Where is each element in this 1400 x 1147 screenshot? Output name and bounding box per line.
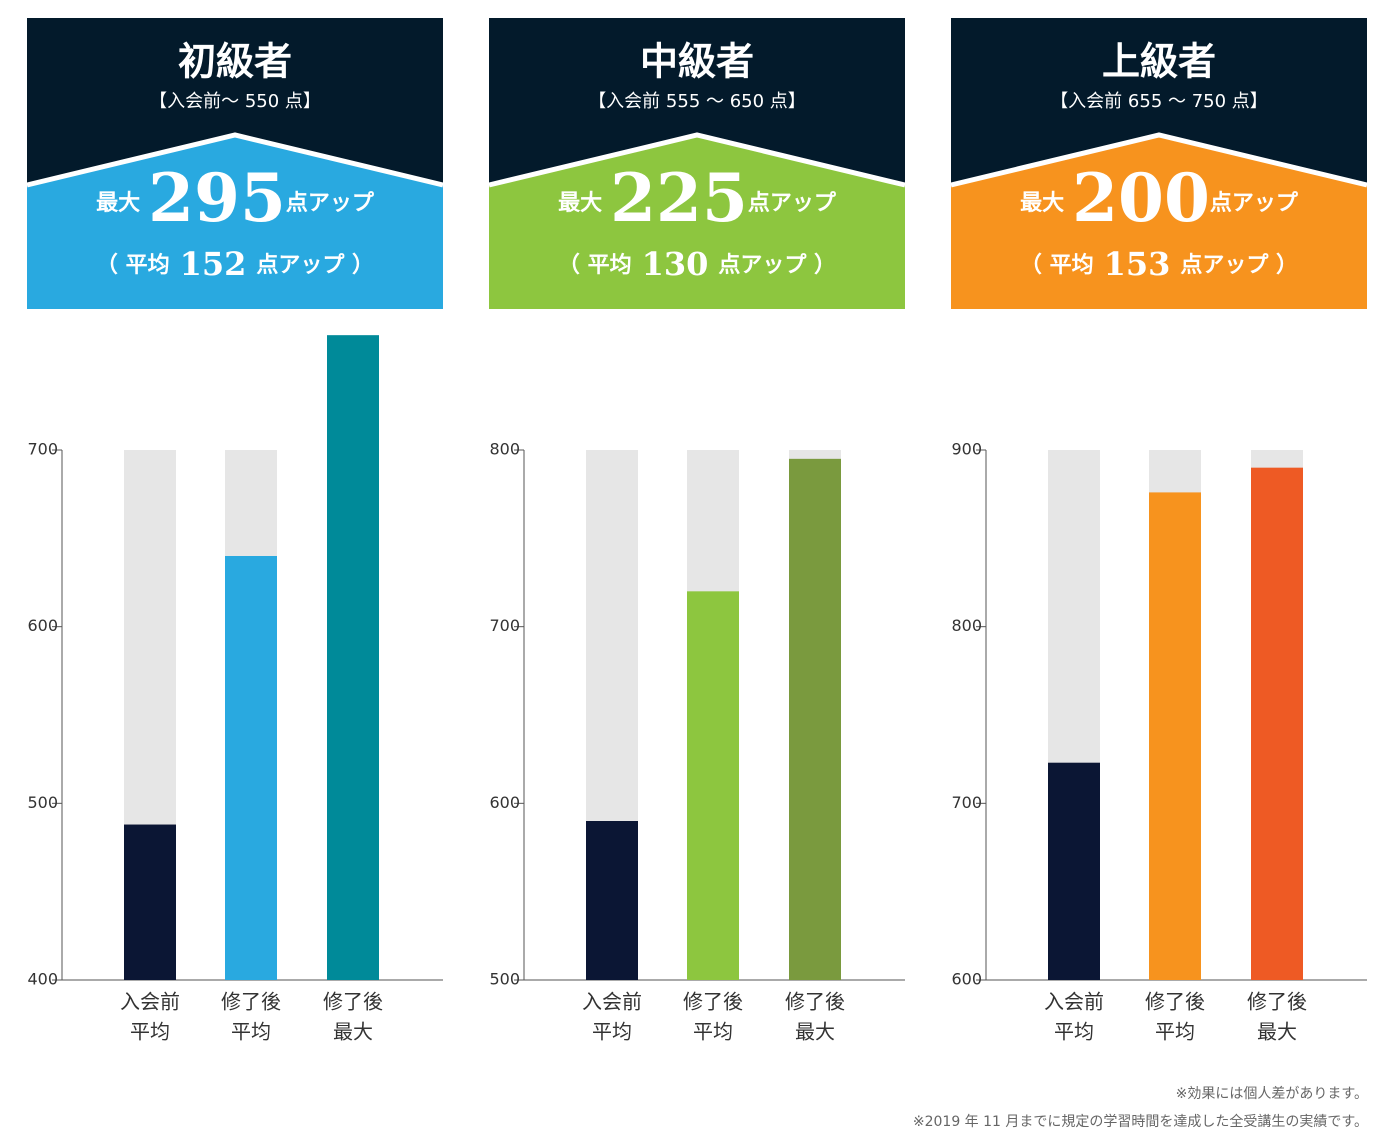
bar xyxy=(586,821,638,980)
header-edge xyxy=(26,132,444,188)
avg-prefix: （ 平均 xyxy=(96,252,170,278)
y-tick-label: 800 xyxy=(489,440,520,459)
bar xyxy=(1048,762,1100,980)
x-tick-label: 修了後 xyxy=(221,990,281,1014)
max-prefix: 最大 xyxy=(96,191,140,216)
x-tick-label: 平均 xyxy=(592,1020,632,1044)
panel-title: 中級者 xyxy=(640,40,754,84)
max-suffix: 点アップ xyxy=(1210,190,1299,216)
x-tick-label: 修了後 xyxy=(1247,990,1307,1014)
y-tick-label: 900 xyxy=(951,440,982,459)
avg-gain-line: （ 平均 153 点アップ ） xyxy=(1020,245,1298,283)
x-tick-label: 入会前 xyxy=(1044,990,1104,1014)
y-tick-label: 500 xyxy=(489,970,520,989)
max-gain: 225 xyxy=(610,159,748,237)
avg-prefix: （ 平均 xyxy=(558,252,632,278)
y-tick-label: 600 xyxy=(27,616,58,635)
x-tick-label: 入会前 xyxy=(120,990,180,1014)
bar xyxy=(1149,492,1201,980)
bar xyxy=(789,458,841,980)
avg-suffix: 点アップ ） xyxy=(1180,252,1298,278)
max-gain-line: 最大 200点アップ xyxy=(1020,159,1299,237)
avg-gain: 152 xyxy=(180,245,247,283)
x-tick-label: 最大 xyxy=(1257,1020,1297,1044)
y-tick-label: 600 xyxy=(951,970,982,989)
avg-suffix: 点アップ ） xyxy=(256,252,374,278)
y-tick-label: 400 xyxy=(27,970,58,989)
header-edge xyxy=(488,132,906,188)
bar xyxy=(327,335,379,981)
avg-gain: 153 xyxy=(1104,245,1171,283)
range-label: 【入会前 655 ～ 750 点】 xyxy=(1050,91,1268,112)
x-tick-label: 入会前 xyxy=(582,990,642,1014)
y-tick-label: 700 xyxy=(27,440,58,459)
x-tick-label: 平均 xyxy=(231,1020,271,1044)
max-gain: 200 xyxy=(1072,159,1210,237)
x-tick-label: 最大 xyxy=(795,1020,835,1044)
bar xyxy=(687,591,739,980)
bar xyxy=(225,556,277,980)
header-card xyxy=(489,135,905,309)
y-tick-label: 500 xyxy=(27,793,58,812)
bar xyxy=(124,824,176,980)
max-gain-line: 最大 295点アップ xyxy=(96,159,375,237)
range-label: 【入会前～ 550 点】 xyxy=(149,91,321,112)
x-tick-label: 修了後 xyxy=(1145,990,1205,1014)
footnote: ※2019 年 11 月までに規定の学習時間を達成した全受講生の実績です。 xyxy=(913,1113,1368,1130)
x-tick-label: 修了後 xyxy=(785,990,845,1014)
max-prefix: 最大 xyxy=(1020,191,1064,216)
x-tick-label: 平均 xyxy=(693,1020,733,1044)
panel-title: 上級者 xyxy=(1102,40,1216,84)
avg-gain-line: （ 平均 130 点アップ ） xyxy=(558,245,836,283)
range-label: 【入会前 555 ～ 650 点】 xyxy=(588,91,806,112)
x-tick-label: 修了後 xyxy=(323,990,383,1014)
avg-prefix: （ 平均 xyxy=(1020,252,1094,278)
y-tick-label: 800 xyxy=(951,616,982,635)
max-suffix: 点アップ xyxy=(748,190,837,216)
header-card xyxy=(951,135,1367,309)
max-suffix: 点アップ xyxy=(286,190,375,216)
max-gain-line: 最大 225点アップ xyxy=(558,159,837,237)
x-tick-label: 最大 xyxy=(333,1020,373,1044)
x-tick-label: 平均 xyxy=(1054,1020,1094,1044)
header-edge xyxy=(950,132,1368,188)
y-tick-label: 700 xyxy=(489,616,520,635)
bar xyxy=(1251,467,1303,981)
x-tick-label: 平均 xyxy=(1155,1020,1195,1044)
x-tick-label: 修了後 xyxy=(683,990,743,1014)
header-card xyxy=(27,135,443,309)
y-tick-label: 600 xyxy=(489,793,520,812)
max-prefix: 最大 xyxy=(558,191,602,216)
avg-suffix: 点アップ ） xyxy=(718,252,836,278)
x-tick-label: 平均 xyxy=(130,1020,170,1044)
avg-gain-line: （ 平均 152 点アップ ） xyxy=(96,245,374,283)
y-tick-label: 700 xyxy=(951,793,982,812)
panel-title: 初級者 xyxy=(178,40,292,84)
max-gain: 295 xyxy=(148,159,286,237)
footnote: ※効果には個人差があります。 xyxy=(1176,1086,1368,1102)
avg-gain: 130 xyxy=(642,245,709,283)
